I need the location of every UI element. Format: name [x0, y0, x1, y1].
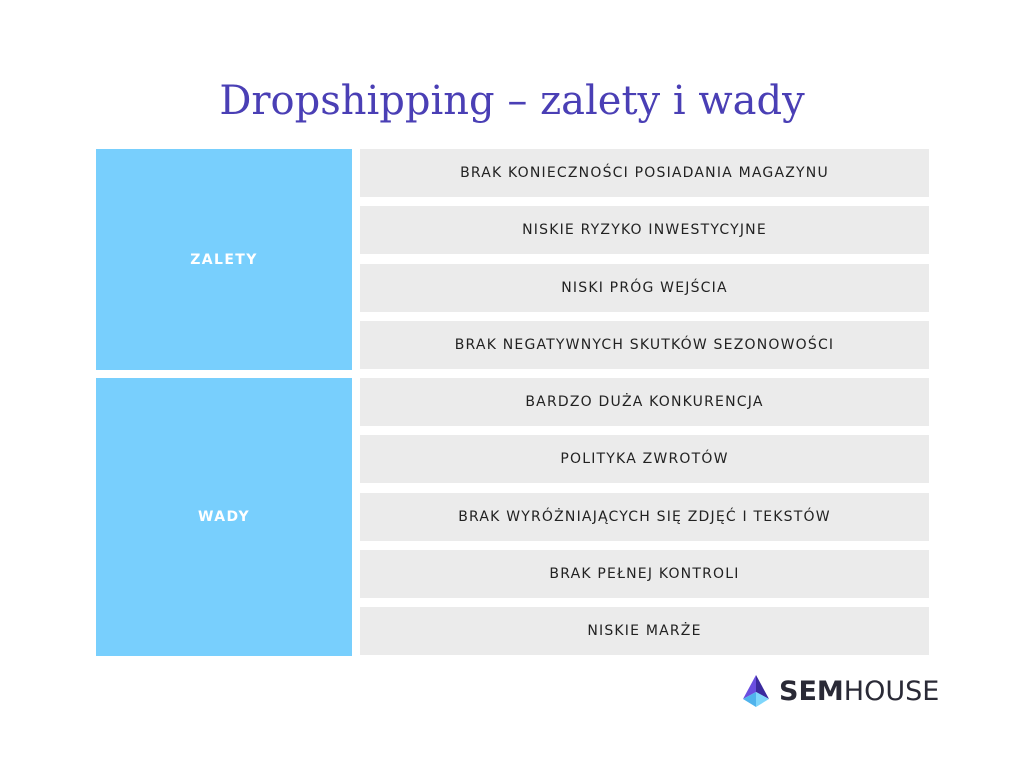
logo-text-bold: SEM: [779, 675, 844, 707]
group-label-zalety: ZALETY: [96, 149, 352, 370]
group-label-wady: WADY: [96, 378, 352, 656]
list-item: NISKIE RYZYKO INWESTYCYJNE: [360, 206, 929, 254]
list-item: NISKIE MARŻE: [360, 607, 929, 655]
list-item: BRAK KONIECZNOŚCI POSIADANIA MAGAZYNU: [360, 149, 929, 197]
list-item: NISKI PRÓG WEJŚCIA: [360, 264, 929, 312]
semhouse-logo: SEMHOUSE: [743, 674, 939, 708]
logo-text: SEMHOUSE: [779, 678, 939, 705]
list-item: BRAK WYRÓŻNIAJĄCYCH SIĘ ZDJĘĆ I TEKSTÓW: [360, 493, 929, 541]
list-item: POLITYKA ZWROTÓW: [360, 435, 929, 483]
logo-text-regular: HOUSE: [843, 675, 940, 707]
semhouse-logo-icon: [743, 675, 769, 707]
list-item: BRAK NEGATYWNYCH SKUTKÓW SEZONOWOŚCI: [360, 321, 929, 369]
page-title: Dropshipping – zalety i wady: [219, 78, 805, 124]
list-item: BRAK PEŁNEJ KONTROLI: [360, 550, 929, 598]
list-item: BARDZO DUŻA KONKURENCJA: [360, 378, 929, 426]
